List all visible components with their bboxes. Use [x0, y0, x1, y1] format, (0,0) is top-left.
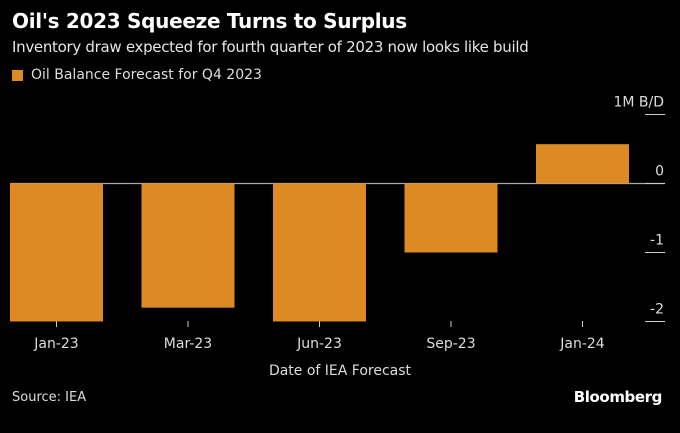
x-tick-label: Jan-24	[559, 336, 605, 352]
legend-swatch	[12, 69, 23, 81]
legend-label: Oil Balance Forecast for Q4 2023	[31, 67, 262, 83]
bar-jan-24	[536, 144, 629, 184]
y-tick-label: -2	[650, 302, 664, 318]
bar-jan-23	[10, 183, 103, 322]
chart-title: Oil's 2023 Squeeze Turns to Surplus	[12, 9, 407, 33]
y-tick-label: 1M B/D	[613, 95, 664, 111]
x-tick-label: Jun-23	[296, 336, 342, 352]
y-tick-label: -1	[650, 233, 664, 249]
bar-sep-23	[404, 183, 498, 253]
bloomberg-logo: Bloomberg	[573, 388, 663, 406]
legend: Oil Balance Forecast for Q4 2023	[12, 67, 262, 83]
bar-jun-23	[273, 183, 366, 322]
y-tick-label: 0	[655, 164, 664, 180]
x-tick-label: Jan-23	[33, 336, 78, 352]
chart-subtitle: Inventory draw expected for fourth quart…	[12, 38, 529, 56]
source-note: Source: IEA	[12, 390, 87, 405]
x-tick-label: Sep-23	[426, 336, 475, 352]
x-tick-label: Mar-23	[164, 336, 212, 352]
x-axis-label: Date of IEA Forecast	[269, 363, 412, 379]
bar-mar-23	[141, 183, 235, 308]
